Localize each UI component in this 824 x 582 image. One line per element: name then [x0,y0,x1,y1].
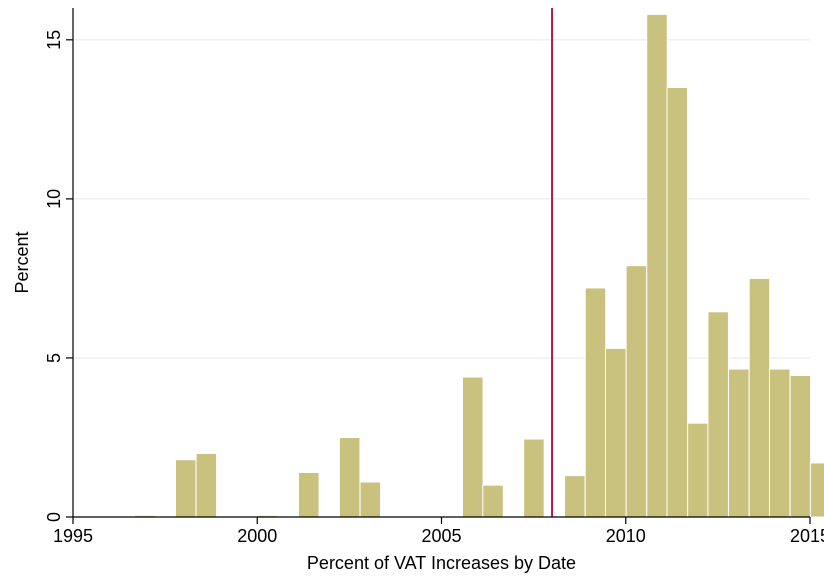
bars-layer [134,13,824,518]
histogram-bar [646,13,668,518]
x-tick-label: 2005 [421,526,461,546]
histogram-bar [604,347,627,518]
histogram-bar [359,481,382,518]
x-axis-label: Percent of VAT Increases by Date [307,553,576,573]
y-tick-label: 5 [44,353,64,363]
histogram-bar [523,438,545,518]
x-tick-label: 2000 [237,526,277,546]
histogram-bar [564,475,586,518]
y-axis-label: Percent [12,231,32,293]
x-ticks: 1995 2000 2005 2010 2015 [53,517,824,546]
histogram-bar [748,277,771,518]
y-tick-label: 10 [44,189,64,209]
histogram-bar [789,374,812,518]
histogram-bar [728,368,750,518]
histogram-bar [687,422,709,518]
histogram-bar [666,87,689,518]
histogram-bar [174,459,197,518]
histogram-bar [195,452,218,518]
histogram-bar [809,462,824,518]
histogram-bar [584,287,607,518]
x-tick-label: 1995 [53,526,93,546]
y-tick-label: 15 [44,30,64,50]
histogram-bar [625,265,648,518]
grid-layer [73,39,810,359]
histogram-bar [482,484,504,518]
histogram-bar [462,376,484,518]
x-tick-label: 2015 [790,526,824,546]
y-tick-label: 0 [44,512,64,522]
y-ticks: 0 5 10 15 [44,30,73,522]
histogram-bar [768,368,791,518]
histogram-bar [707,311,729,518]
histogram-bar [298,471,320,518]
histogram-bar [338,436,361,518]
x-tick-label: 2010 [606,526,646,546]
